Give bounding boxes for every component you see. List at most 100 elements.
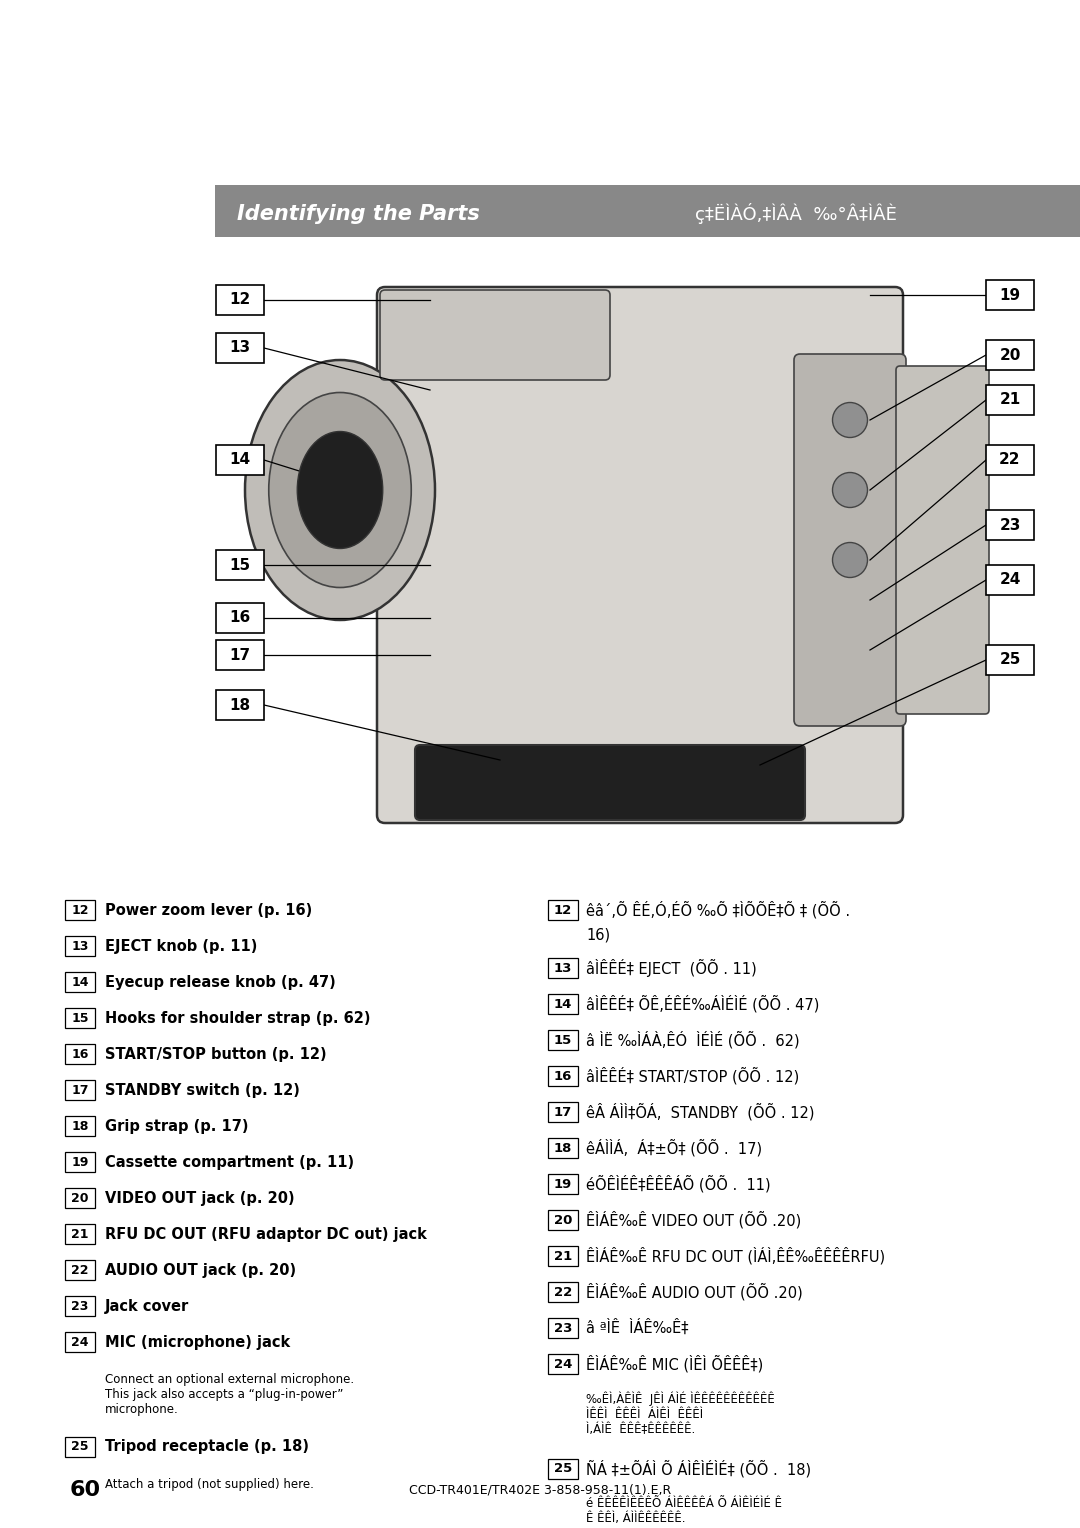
Text: ÊÌÁÊ‰Ê RFU DC OUT (ÌÁÌ,ÊÊ‰ÊÊÊÊRFU): ÊÌÁÊ‰Ê RFU DC OUT (ÌÁÌ,ÊÊ‰ÊÊÊÊRFU) [586, 1247, 886, 1265]
Text: ÊÌÁÊ‰Ê MIC (ÌÊÌ ÕÊÊÊ‡): ÊÌÁÊ‰Ê MIC (ÌÊÌ ÕÊÊÊ‡) [586, 1355, 764, 1372]
Bar [986, 645, 1034, 675]
Text: 13: 13 [71, 940, 89, 952]
Text: CCD-TR401E/TR402E 3-858-958-11(1).E,R: CCD-TR401E/TR402E 3-858-958-11(1).E,R [409, 1484, 671, 1496]
Text: 18: 18 [554, 1141, 572, 1155]
Text: 24: 24 [554, 1357, 572, 1371]
Text: Jack cover: Jack cover [105, 1299, 189, 1314]
Text: 23: 23 [999, 518, 1021, 532]
Bar [548, 1030, 578, 1050]
Text: 19: 19 [999, 287, 1021, 303]
Ellipse shape [833, 542, 867, 578]
Bar [986, 385, 1034, 416]
Text: 12: 12 [229, 292, 251, 307]
Bar [216, 640, 264, 669]
Text: 14: 14 [71, 975, 89, 989]
Text: STANDBY switch (p. 12): STANDBY switch (p. 12) [105, 1082, 300, 1097]
Bar [216, 691, 264, 720]
Bar [548, 1174, 578, 1193]
Bar [65, 1152, 95, 1172]
Text: RFU DC OUT (RFU adaptor DC out) jack: RFU DC OUT (RFU adaptor DC out) jack [105, 1227, 427, 1241]
Bar [65, 1436, 95, 1458]
Bar [65, 900, 95, 920]
Text: 22: 22 [554, 1285, 572, 1299]
Text: Tripod receptacle (p. 18): Tripod receptacle (p. 18) [105, 1439, 309, 1455]
Bar [548, 1245, 578, 1267]
Bar [65, 1224, 95, 1244]
Bar [548, 1210, 578, 1230]
Text: 19: 19 [554, 1178, 572, 1190]
Bar [216, 333, 264, 364]
FancyBboxPatch shape [896, 367, 989, 714]
Bar [65, 1187, 95, 1209]
Text: 23: 23 [71, 1299, 89, 1313]
Bar [548, 1319, 578, 1339]
Ellipse shape [269, 393, 411, 587]
Text: ‰ÊÌ,ÀÊÌÊ  JÊÌ ÁÌÉ ÌÊÊÊÊÊÊÊÊÊÊÊ
ÌÊÊÌ  ÊÊÊÌ  ÁÌÊÌ  ÊÊÊÌ
Ì,ÁÌÊ  ÊÊÊ‡ÊÊÊÊÊÊ.: ‰ÊÌ,ÀÊÌÊ JÊÌ ÁÌÉ ÌÊÊÊÊÊÊÊÊÊÊÊ ÌÊÊÌ ÊÊÊÌ … [586, 1392, 774, 1436]
Bar [216, 445, 264, 475]
Bar [986, 510, 1034, 539]
FancyBboxPatch shape [380, 290, 610, 380]
Text: 13: 13 [554, 961, 572, 975]
Text: 17: 17 [71, 1083, 89, 1097]
Bar [65, 1261, 95, 1280]
Bar [65, 937, 95, 957]
Text: ÊÌÁÊ‰Ê AUDIO OUT (ÕÕ .20): ÊÌÁÊ‰Ê AUDIO OUT (ÕÕ .20) [586, 1284, 802, 1300]
Bar [548, 1102, 578, 1122]
FancyBboxPatch shape [377, 287, 903, 824]
Bar [986, 280, 1034, 310]
Text: Attach a tripod (not supplied) here.: Attach a tripod (not supplied) here. [105, 1478, 314, 1491]
Text: 24: 24 [71, 1335, 89, 1349]
Text: 25: 25 [999, 652, 1021, 668]
Bar [216, 286, 264, 315]
Bar [986, 445, 1034, 475]
Bar [216, 604, 264, 633]
Text: AUDIO OUT jack (p. 20): AUDIO OUT jack (p. 20) [105, 1262, 296, 1277]
Text: 60: 60 [70, 1481, 102, 1500]
Text: 17: 17 [554, 1105, 572, 1118]
Ellipse shape [245, 361, 435, 620]
Text: 18: 18 [229, 697, 251, 712]
Text: 14: 14 [229, 452, 251, 468]
Text: êÁÌÌÁ,  Á‡±Õ‡ (ÕÕ .  17): êÁÌÌÁ, Á‡±Õ‡ (ÕÕ . 17) [586, 1140, 762, 1157]
Text: 19: 19 [71, 1155, 89, 1169]
Bar [548, 1459, 578, 1479]
Text: 13: 13 [229, 341, 251, 356]
Text: 24: 24 [999, 573, 1021, 587]
Bar [548, 1354, 578, 1374]
Text: êâ´,Õ ÊÉ,Ó,ÉÕ ‰Õ ‡ÌÕÕÊ‡Õ ‡ (ÕÕ .: êâ´,Õ ÊÉ,Ó,ÉÕ ‰Õ ‡ÌÕÕÊ‡Õ ‡ (ÕÕ . [586, 902, 850, 918]
Bar [65, 1296, 95, 1316]
FancyBboxPatch shape [794, 354, 906, 726]
Text: 17: 17 [229, 648, 251, 663]
Text: START/STOP button (p. 12): START/STOP button (p. 12) [105, 1047, 326, 1062]
Text: 12: 12 [554, 903, 572, 917]
Text: âÌÊÊÉ‡ START/STOP (ÕÕ . 12): âÌÊÊÉ‡ START/STOP (ÕÕ . 12) [586, 1067, 799, 1085]
Bar [548, 995, 578, 1015]
Text: Connect an optional external microphone.
This jack also accepts a “plug-in-power: Connect an optional external microphone.… [105, 1374, 354, 1416]
Text: 15: 15 [554, 1033, 572, 1047]
Text: êÂ ÁÌÌ‡ÕÁ,  STANDBY  (ÕÕ . 12): êÂ ÁÌÌ‡ÕÁ, STANDBY (ÕÕ . 12) [586, 1103, 814, 1120]
Text: 25: 25 [71, 1441, 89, 1453]
Bar [986, 341, 1034, 370]
Text: 25: 25 [554, 1462, 572, 1476]
Text: Power zoom lever (p. 16): Power zoom lever (p. 16) [105, 903, 312, 917]
Text: VIDEO OUT jack (p. 20): VIDEO OUT jack (p. 20) [105, 1190, 295, 1206]
Text: 15: 15 [229, 558, 251, 573]
Ellipse shape [833, 472, 867, 507]
Text: 14: 14 [554, 998, 572, 1010]
Bar [216, 550, 264, 581]
Text: é ÊÊÊÊÌÊÊÊÕ ÁÌÊÊÊÊÁ Õ ÁÌÊÌÉÌÉ Ê
Ê ÊÊÌ, ÁÌÌÊÊÊÊÊÊ.: é ÊÊÊÊÌÊÊÊÕ ÁÌÊÊÊÊÁ Õ ÁÌÊÌÉÌÉ Ê Ê ÊÊÌ, Á… [586, 1497, 782, 1525]
Text: ç‡ËÌÀÓ,‡ÌÂÀ  ‰°Â‡ÌÂÈ: ç‡ËÌÀÓ,‡ÌÂÀ ‰°Â‡ÌÂÈ [696, 203, 896, 225]
Bar [65, 1332, 95, 1352]
Text: 20: 20 [554, 1213, 572, 1227]
Text: âÌÊÊÉ‡ EJECT  (ÕÕ . 11): âÌÊÊÉ‡ EJECT (ÕÕ . 11) [586, 960, 757, 976]
Bar [215, 255, 1059, 876]
Text: 16: 16 [229, 611, 251, 625]
Bar [65, 1115, 95, 1135]
Text: 23: 23 [554, 1322, 572, 1334]
Text: éÕÊÌÉÊ‡ÊÊÊÁÕ (ÕÕ .  11): éÕÊÌÉÊ‡ÊÊÊÁÕ (ÕÕ . 11) [586, 1175, 771, 1193]
Text: â ÌË ‰ÌÁÀ,ÊÓ  ÌÉÌÉ (ÕÕ .  62): â ÌË ‰ÌÁÀ,ÊÓ ÌÉÌÉ (ÕÕ . 62) [586, 1031, 799, 1048]
Text: 12: 12 [71, 903, 89, 917]
Text: Eyecup release knob (p. 47): Eyecup release knob (p. 47) [105, 975, 336, 990]
Bar [548, 1138, 578, 1158]
Text: âÌÊÊÉ‡ ÕÊ,ÉÊÉ‰ÁÌÉÌÉ (ÕÕ . 47): âÌÊÊÉ‡ ÕÊ,ÉÊÉ‰ÁÌÉÌÉ (ÕÕ . 47) [586, 995, 820, 1013]
